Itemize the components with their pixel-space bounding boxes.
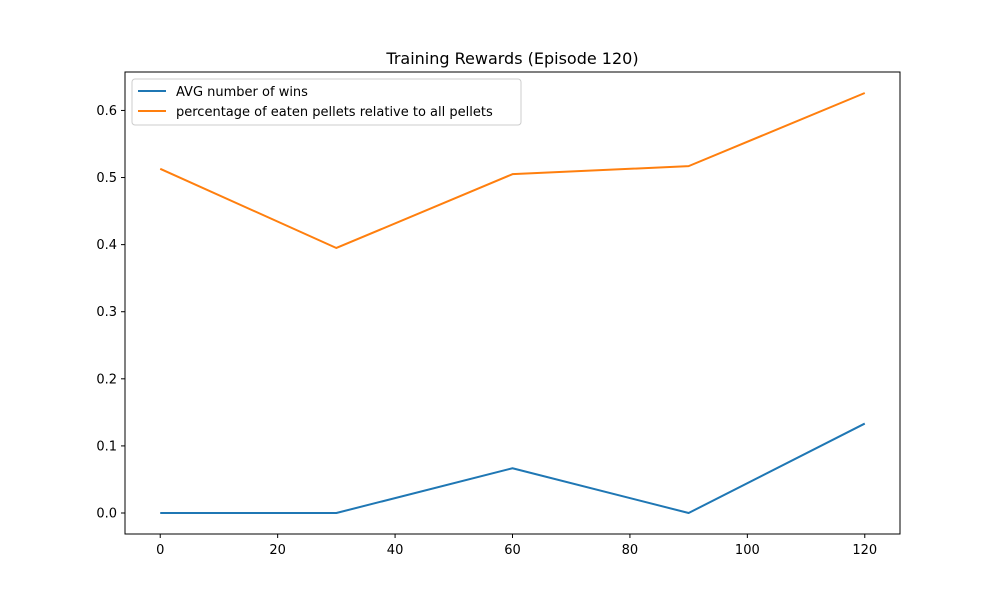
y-tick-label: 0.1 [96,439,117,454]
legend-label-wins: AVG number of wins [176,85,308,100]
x-tick-label: 80 [622,543,639,558]
legend-box [131,78,522,126]
legend: AVG number of wins percentage of eaten p… [131,78,522,126]
y-axis-ticks: 0.0 0.1 0.2 0.3 0.4 0.5 0.6 [96,104,125,522]
x-tick-label: 100 [735,543,760,558]
x-tick-label: 60 [504,543,521,558]
x-tick-label: 40 [387,543,404,558]
y-tick-label: 0.5 [96,171,117,186]
chart-title: Training Rewards (Episode 120) [385,49,638,68]
y-tick-label: 0.6 [96,104,117,119]
legend-label-pellets: percentage of eaten pellets relative to … [176,105,493,120]
y-tick-label: 0.0 [96,507,117,522]
series-layer [159,92,866,514]
series-line-0 [160,422,866,514]
x-tick-label: 0 [156,543,164,558]
series-line-1 [159,92,866,249]
x-tick-label: 20 [269,543,286,558]
x-axis-ticks: 0 20 40 60 80 100 120 [156,534,877,558]
x-tick-label: 120 [852,543,877,558]
y-tick-label: 0.2 [96,372,117,387]
y-tick-label: 0.3 [96,305,117,320]
y-tick-label: 0.4 [96,238,117,253]
